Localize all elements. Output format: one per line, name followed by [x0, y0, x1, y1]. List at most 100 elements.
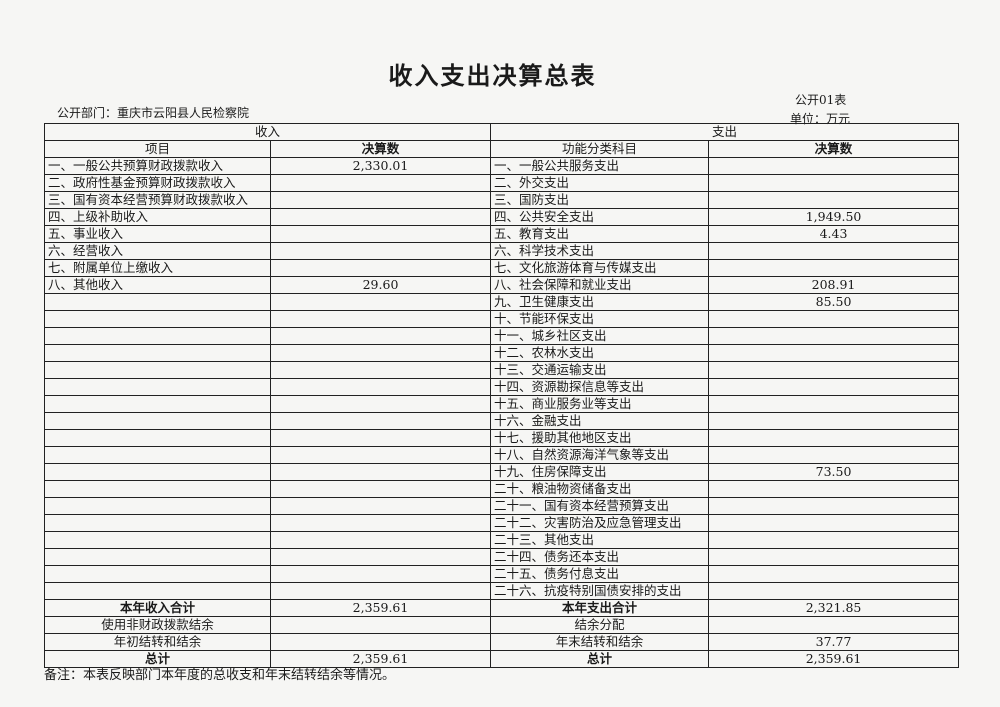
expense-value — [708, 582, 960, 600]
expense-value — [708, 242, 960, 260]
expense-value — [708, 395, 960, 413]
expense-value — [708, 174, 960, 192]
expense-value — [708, 412, 960, 430]
expense-item: 四、公共安全支出 — [490, 208, 710, 226]
table-row: 二十六、抗疫特别国债安排的支出 — [44, 582, 960, 600]
expense-item: 六、科学技术支出 — [490, 242, 710, 260]
income-value — [269, 191, 492, 209]
expense-value — [708, 497, 960, 515]
expense-value — [708, 565, 960, 583]
table-row: 四、上级补助收入 四、公共安全支出 1,949.50 — [44, 208, 960, 226]
table-row: 十七、援助其他地区支出 — [44, 429, 960, 447]
expense-item: 结余分配 — [490, 616, 710, 634]
expense-item: 九、卫生健康支出 — [490, 293, 710, 311]
expense-item: 二十五、债务付息支出 — [490, 565, 710, 583]
expense-value — [708, 361, 960, 379]
income-item — [44, 480, 271, 498]
expense-item: 一、一般公共服务支出 — [490, 157, 710, 175]
income-value-header: 决算数 — [269, 140, 492, 158]
expense-value: 85.50 — [708, 293, 960, 311]
table-row: 十八、自然资源海洋气象等支出 — [44, 446, 960, 464]
expense-item: 本年支出合计 — [490, 599, 710, 617]
income-value — [269, 412, 492, 430]
table-row: 二十五、债务付息支出 — [44, 565, 960, 583]
expense-item: 五、教育支出 — [490, 225, 710, 243]
expense-item: 二、外交支出 — [490, 174, 710, 192]
table-row: 二十二、灾害防治及应急管理支出 — [44, 514, 960, 532]
income-item — [44, 565, 271, 583]
expense-value — [708, 616, 960, 634]
table-row: 十二、农林水支出 — [44, 344, 960, 362]
income-header: 收入 — [43, 123, 492, 141]
expense-item: 十八、自然资源海洋气象等支出 — [490, 446, 710, 464]
income-item: 三、国有资本经营预算财政拨款收入 — [44, 191, 271, 209]
form-number: 公开01表 — [795, 93, 847, 107]
expense-item-header: 功能分类科目 — [490, 140, 710, 158]
summary-row: 年初结转和结余 年末结转和结余 37.77 — [44, 633, 960, 651]
expense-item: 二十、粮油物资储备支出 — [490, 480, 710, 498]
income-value — [269, 463, 492, 481]
expense-item: 八、社会保障和就业支出 — [490, 276, 710, 294]
expense-value — [708, 344, 960, 362]
expense-value — [708, 446, 960, 464]
expense-header: 支出 — [490, 123, 960, 141]
income-value — [269, 242, 492, 260]
income-value — [269, 174, 492, 192]
table-row: 十四、资源勘探信息等支出 — [44, 378, 960, 396]
income-value — [269, 361, 492, 379]
income-item — [44, 531, 271, 549]
table-row: 十一、城乡社区支出 — [44, 327, 960, 345]
expense-value — [708, 480, 960, 498]
table-row: 十三、交通运输支出 — [44, 361, 960, 379]
table-row: 二、政府性基金预算财政拨款收入 二、外交支出 — [44, 174, 960, 192]
income-item — [44, 497, 271, 515]
table-row: 二十一、国有资本经营预算支出 — [44, 497, 960, 515]
income-value — [269, 259, 492, 277]
income-value — [269, 327, 492, 345]
expense-value — [708, 514, 960, 532]
expense-item: 三、国防支出 — [490, 191, 710, 209]
table-row: 五、事业收入 五、教育支出 4.43 — [44, 225, 960, 243]
expense-value: 1,949.50 — [708, 208, 960, 226]
income-item: 五、事业收入 — [44, 225, 271, 243]
table-row: 十九、住房保障支出 73.50 — [44, 463, 960, 481]
income-value — [269, 395, 492, 413]
expense-value — [708, 531, 960, 549]
income-value — [269, 429, 492, 447]
income-value — [269, 565, 492, 583]
income-value — [269, 293, 492, 311]
income-value — [269, 344, 492, 362]
department-label: 公开部门：重庆市云阳县人民检察院 — [57, 106, 250, 120]
income-item: 年初结转和结余 — [44, 633, 271, 651]
income-item: 本年收入合计 — [44, 599, 271, 617]
income-item: 八、其他收入 — [44, 276, 271, 294]
expense-item: 总计 — [490, 650, 710, 668]
income-item — [44, 514, 271, 532]
expense-item: 十九、住房保障支出 — [490, 463, 710, 481]
expense-value — [708, 378, 960, 396]
income-value — [269, 480, 492, 498]
income-value — [269, 514, 492, 532]
table-row: 八、其他收入 29.60 八、社会保障和就业支出 208.91 — [44, 276, 960, 294]
table-row: 二十三、其他支出 — [44, 531, 960, 549]
income-value: 2,359.61 — [269, 599, 492, 617]
table-row: 七、附属单位上缴收入 七、文化旅游体育与传媒支出 — [44, 259, 960, 277]
expense-item: 十四、资源勘探信息等支出 — [490, 378, 710, 396]
expense-item: 十二、农林水支出 — [490, 344, 710, 362]
column-header-row: 项目 决算数 功能分类科目 决算数 — [44, 140, 960, 158]
expense-item: 十三、交通运输支出 — [490, 361, 710, 379]
expense-item: 十七、援助其他地区支出 — [490, 429, 710, 447]
budget-table: 收入 支出 项目 决算数 功能分类科目 决算数 一、一般公共预算财政拨款收入 2,… — [43, 123, 960, 668]
expense-item: 二十一、国有资本经营预算支出 — [490, 497, 710, 515]
expense-value — [708, 327, 960, 345]
income-item: 二、政府性基金预算财政拨款收入 — [44, 174, 271, 192]
income-item — [44, 548, 271, 566]
expense-item: 十六、金融支出 — [490, 412, 710, 430]
expense-item: 二十六、抗疫特别国债安排的支出 — [490, 582, 710, 600]
income-value — [269, 310, 492, 328]
expense-value — [708, 157, 960, 175]
table-row: 十六、金融支出 — [44, 412, 960, 430]
expense-item: 七、文化旅游体育与传媒支出 — [490, 259, 710, 277]
expense-value — [708, 259, 960, 277]
expense-item: 十、节能环保支出 — [490, 310, 710, 328]
